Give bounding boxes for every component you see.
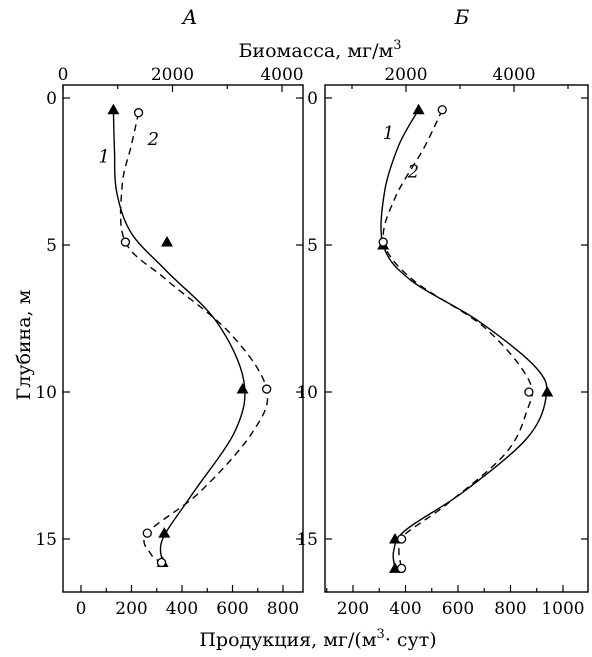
series-1-point [107, 103, 120, 115]
series-2-point [396, 563, 407, 574]
top-axis-title-sup: 3 [393, 38, 401, 53]
curve-label-2: 2 [147, 129, 159, 150]
depth-tick-label: 10 [296, 383, 318, 403]
series-1-line [380, 109, 548, 569]
panel-b-frame [324, 84, 589, 593]
top-tick-label: 4000 [260, 65, 303, 85]
top-tick-label: 0 [58, 65, 69, 85]
series-2-point [262, 384, 272, 394]
series-2-point [396, 534, 407, 544]
series-2-point [156, 557, 167, 568]
depth-tick-label: 15 [35, 530, 57, 550]
panel-b-plot: 2000 4000 200 400 600 800 1000 0 5 10 15 12 [296, 65, 589, 619]
bottom-tick-label: 200 [337, 599, 369, 619]
series-1-point [158, 527, 171, 538]
series-1-line [112, 109, 246, 563]
series-2-line [382, 109, 533, 569]
bottom-tick-label: 800 [494, 599, 526, 619]
panel-letter-b: Б [454, 5, 470, 29]
series-1-point [541, 386, 554, 397]
top-tick-label: 4000 [492, 65, 535, 85]
top-axis-title: Биомасса, мг/м3 [238, 38, 401, 62]
depth-tick-label: 15 [296, 530, 318, 550]
series-2-point [120, 237, 131, 247]
depth-tick-label: 0 [307, 89, 318, 109]
top-axis-title-text: Биомасса, мг/м [238, 40, 393, 62]
bottom-axis-title-sup: 3 [377, 627, 385, 642]
series-1-point [236, 383, 249, 394]
series-2-point [142, 528, 152, 538]
series-1-point [161, 236, 174, 247]
series-2-point [524, 387, 534, 397]
series-2-point [378, 237, 388, 247]
bottom-tick-label: 1000 [541, 599, 584, 619]
bottom-tick-label: 600 [216, 599, 248, 619]
curve-label-2: 2 [407, 161, 419, 182]
bottom-axis-title-suffix: · сут) [385, 629, 437, 651]
series-2-line [119, 112, 269, 564]
depth-tick-label: 5 [307, 236, 318, 256]
depth-tick-label: 10 [35, 383, 57, 403]
bottom-tick-label: 800 [267, 599, 299, 619]
left-axis-title: Глубина, м [13, 289, 35, 400]
bottom-axis-title-prefix: Продукция, мг/(м [199, 629, 376, 651]
top-tick-label: 2000 [151, 65, 194, 85]
panel-a-plot: 0 2000 4000 0 200 400 600 800 0 5 10 15 1 2 [35, 65, 304, 619]
panel-a-frame [62, 84, 304, 593]
bottom-tick-label: 600 [442, 599, 474, 619]
bottom-tick-label: 400 [389, 599, 421, 619]
bottom-axis-title: Продукция, мг/(м3· сут) [199, 627, 436, 651]
series-1-point [412, 103, 425, 115]
depth-tick-label: 0 [46, 89, 57, 109]
bottom-tick-label: 400 [166, 599, 198, 619]
bottom-tick-label: 200 [115, 599, 147, 619]
curve-label-1: 1 [383, 123, 394, 144]
depth-tick-label: 5 [46, 236, 57, 256]
curve-label-1: 1 [98, 147, 109, 168]
series-2-point [133, 108, 144, 118]
top-tick-label: 2000 [384, 65, 427, 85]
bottom-tick-label: 0 [76, 599, 87, 619]
panel-letter-a: А [180, 5, 197, 29]
series-2-point [437, 105, 447, 115]
